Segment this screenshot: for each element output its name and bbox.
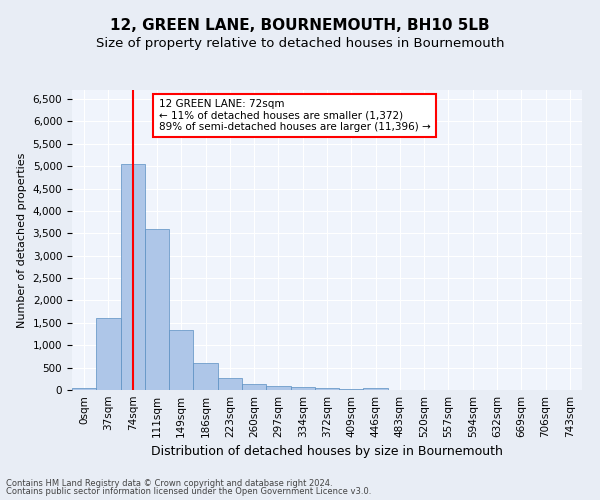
Bar [96, 318, 121, 390]
Bar [339, 389, 364, 390]
Text: 12 GREEN LANE: 72sqm
← 11% of detached houses are smaller (1,372)
89% of semi-de: 12 GREEN LANE: 72sqm ← 11% of detached h… [158, 99, 430, 132]
Bar [266, 386, 290, 390]
Bar [72, 388, 96, 390]
Bar [242, 384, 266, 390]
Text: 12, GREEN LANE, BOURNEMOUTH, BH10 5LB: 12, GREEN LANE, BOURNEMOUTH, BH10 5LB [110, 18, 490, 32]
Bar [218, 378, 242, 390]
Text: Contains HM Land Registry data © Crown copyright and database right 2024.: Contains HM Land Registry data © Crown c… [6, 478, 332, 488]
Bar [169, 330, 193, 390]
Y-axis label: Number of detached properties: Number of detached properties [17, 152, 27, 328]
X-axis label: Distribution of detached houses by size in Bournemouth: Distribution of detached houses by size … [151, 446, 503, 458]
Bar [290, 386, 315, 390]
Text: Contains public sector information licensed under the Open Government Licence v3: Contains public sector information licen… [6, 487, 371, 496]
Bar [315, 388, 339, 390]
Bar [364, 388, 388, 390]
Bar [145, 229, 169, 390]
Bar [121, 164, 145, 390]
Bar [193, 363, 218, 390]
Text: Size of property relative to detached houses in Bournemouth: Size of property relative to detached ho… [96, 38, 504, 51]
